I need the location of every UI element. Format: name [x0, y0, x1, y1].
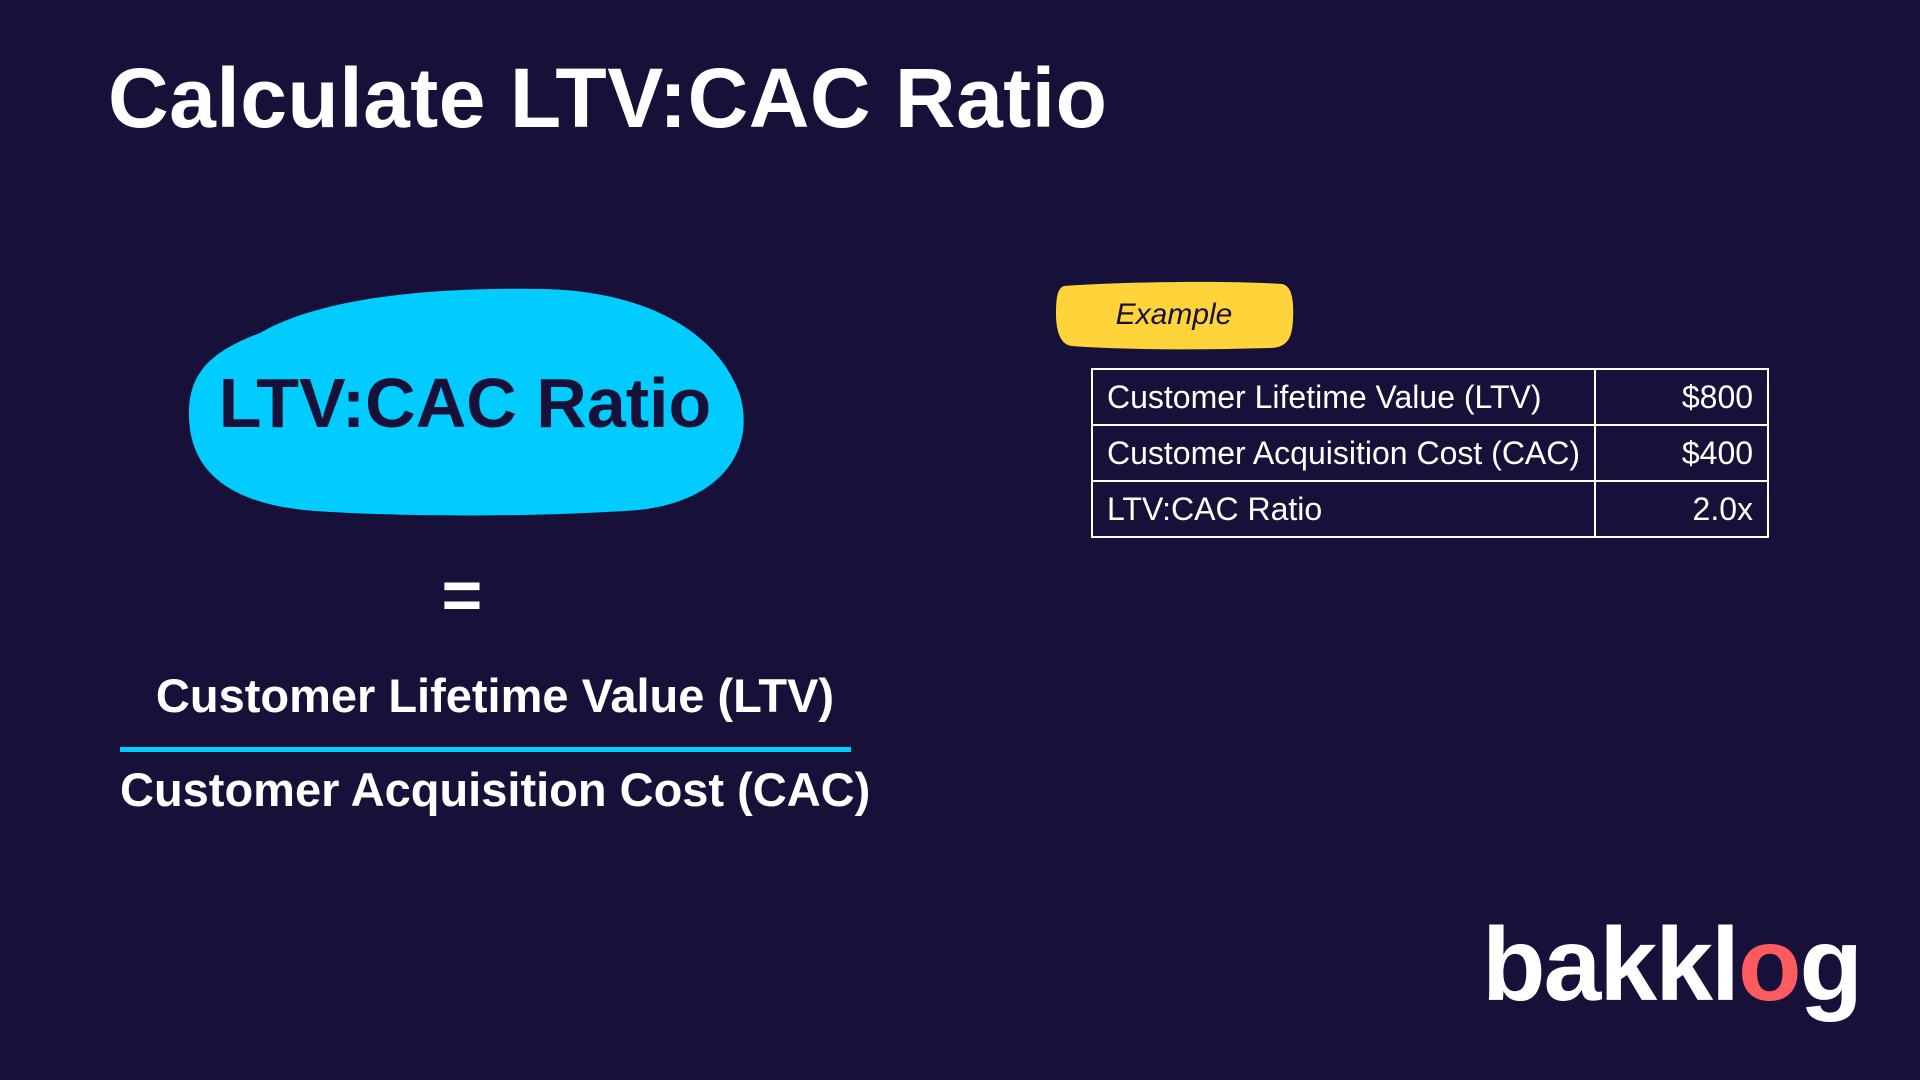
badge-shape	[1056, 281, 1294, 350]
ratio-highlight-blob: LTV:CAC Ratio	[185, 285, 745, 520]
logo-text-after: g	[1799, 907, 1863, 1023]
fraction-divider	[120, 747, 851, 752]
bakklog-logo: bakklog	[1482, 905, 1863, 1025]
table-row: LTV:CAC Ratio 2.0x	[1090, 480, 1770, 538]
formula-denominator: Customer Acquisition Cost (CAC)	[120, 763, 871, 816]
logo-text-before: bakkl	[1482, 907, 1740, 1023]
ratio-label: LTV:CAC Ratio	[218, 363, 712, 442]
example-badge-label: Example	[1115, 298, 1233, 331]
formula-numerator: Customer Lifetime Value (LTV)	[155, 669, 835, 722]
example-table: Customer Lifetime Value (LTV) $800 Custo…	[1090, 368, 1770, 538]
blob-shape	[188, 288, 744, 516]
table-row: Customer Lifetime Value (LTV) $800	[1090, 368, 1770, 426]
table-cell-value: 2.0x	[1594, 480, 1770, 538]
equals-sign: =	[441, 556, 483, 634]
table-row: Customer Acquisition Cost (CAC) $400	[1090, 424, 1770, 482]
logo-wordmark: bakklog	[1482, 905, 1863, 1025]
table-cell-label: Customer Acquisition Cost (CAC)	[1090, 424, 1597, 482]
logo-target-icon: o	[1737, 907, 1802, 1023]
page-title: Calculate LTV:CAC Ratio	[108, 51, 1108, 145]
table-cell-value: $800	[1594, 368, 1770, 426]
table-cell-value: $400	[1594, 424, 1770, 482]
table-cell-label: LTV:CAC Ratio	[1090, 480, 1597, 538]
table-cell-label: Customer Lifetime Value (LTV)	[1090, 368, 1597, 426]
example-badge: Example	[1054, 280, 1294, 350]
